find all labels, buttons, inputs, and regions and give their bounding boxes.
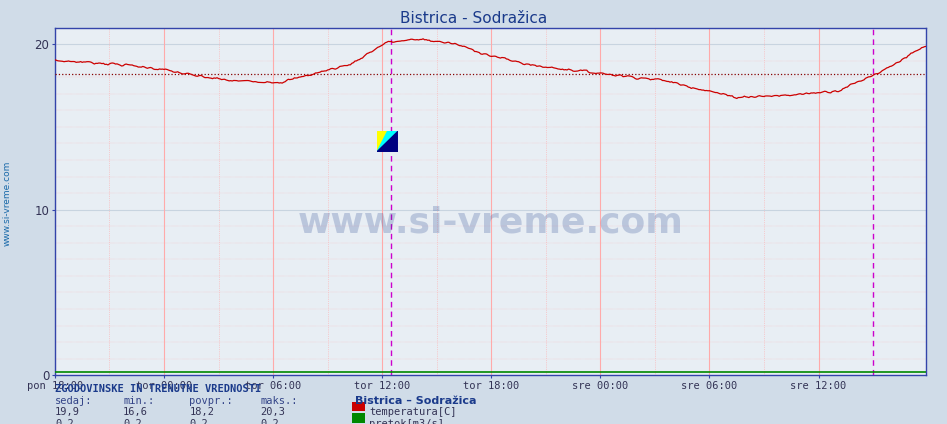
Text: 0,2: 0,2 [123,419,142,424]
Text: 0,2: 0,2 [260,419,279,424]
Text: 20,3: 20,3 [260,407,285,418]
Text: 16,6: 16,6 [123,407,148,418]
Polygon shape [377,131,398,152]
Text: pretok[m3/s]: pretok[m3/s] [369,419,444,424]
Text: min.:: min.: [123,396,154,406]
Text: temperatura[C]: temperatura[C] [369,407,456,418]
Text: 0,2: 0,2 [189,419,208,424]
Text: maks.:: maks.: [260,396,298,406]
Text: sedaj:: sedaj: [55,396,93,406]
Text: www.si-vreme.com: www.si-vreme.com [2,161,11,246]
Polygon shape [377,131,387,152]
Text: Bistrica - Sodražica: Bistrica - Sodražica [400,11,547,25]
Text: 18,2: 18,2 [189,407,214,418]
Text: ZGODOVINSKE IN TRENUTNE VREDNOSTI: ZGODOVINSKE IN TRENUTNE VREDNOSTI [55,384,261,394]
Text: 0,2: 0,2 [55,419,74,424]
Text: Bistrica – Sodražica: Bistrica – Sodražica [355,396,476,406]
Text: www.si-vreme.com: www.si-vreme.com [297,205,684,239]
Text: 19,9: 19,9 [55,407,80,418]
Polygon shape [377,131,398,152]
Text: povpr.:: povpr.: [189,396,233,406]
